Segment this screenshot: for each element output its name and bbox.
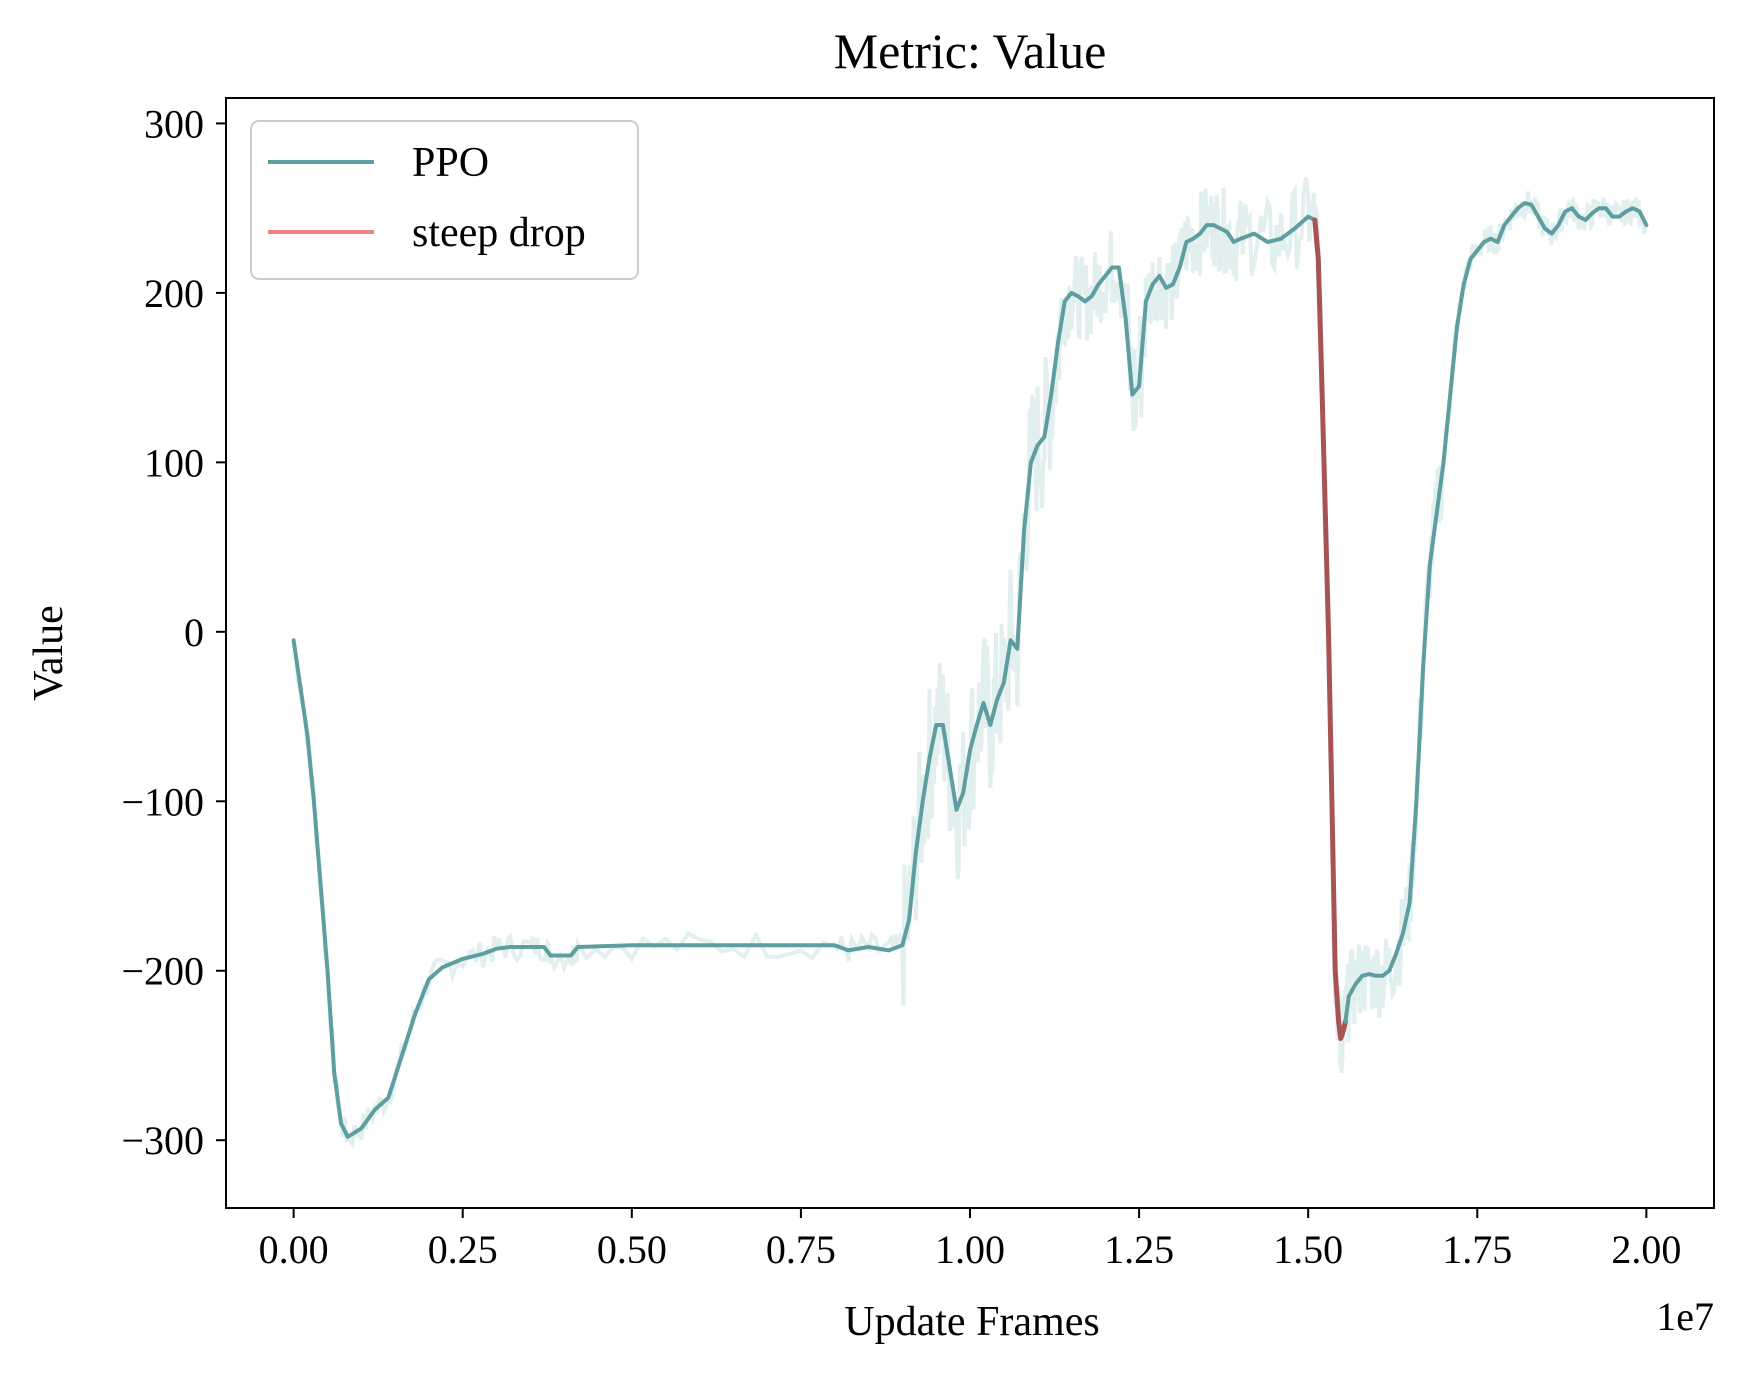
x-tick-label: 1.25 xyxy=(1104,1227,1174,1272)
x-tick-label: 1.75 xyxy=(1442,1227,1512,1272)
raw-noise-band xyxy=(291,177,1649,1149)
y-axis: −300 −200 −100 0 100 200 300 xyxy=(121,101,226,1163)
y-tick-label: −200 xyxy=(121,949,204,994)
x-tick-label: 0.25 xyxy=(428,1227,498,1272)
x-tick-label: 1.50 xyxy=(1273,1227,1343,1272)
series-line-steep-drop xyxy=(1312,217,1348,1041)
series-line-ppo-2 xyxy=(1343,201,1649,1024)
series-line-ppo-0 xyxy=(291,214,1317,1139)
y-tick-label: −300 xyxy=(121,1118,204,1163)
raw-series-line xyxy=(1343,191,1649,1043)
x-tick-label: 1.00 xyxy=(935,1227,1005,1272)
x-tick-label: 0.00 xyxy=(259,1227,329,1272)
legend-label-ppo: PPO xyxy=(412,140,489,186)
x-axis-title: Update Frames xyxy=(844,1299,1099,1345)
x-tick-label: 0.75 xyxy=(766,1227,836,1272)
raw-series-line xyxy=(291,177,1317,1149)
series-layer xyxy=(291,201,1649,1139)
y-tick-label: 200 xyxy=(144,271,204,316)
y-tick-label: −100 xyxy=(121,779,204,824)
y-axis-title: Value xyxy=(26,605,72,701)
x-tick-label: 2.00 xyxy=(1611,1227,1681,1272)
chart-title: Metric: Value xyxy=(834,23,1107,79)
x-axis-offset-label: 1e7 xyxy=(1656,1294,1714,1339)
x-axis: 0.00 0.25 0.50 0.75 1.00 1.25 1.50 1.75 2.00 xyxy=(259,1208,1681,1272)
y-tick-label: 300 xyxy=(144,101,204,146)
y-tick-label: 100 xyxy=(144,440,204,485)
y-tick-label: 0 xyxy=(184,610,204,655)
legend-label-steep-drop: steep drop xyxy=(412,210,586,256)
legend: PPO steep drop xyxy=(250,120,639,280)
x-tick-label: 0.50 xyxy=(597,1227,667,1272)
